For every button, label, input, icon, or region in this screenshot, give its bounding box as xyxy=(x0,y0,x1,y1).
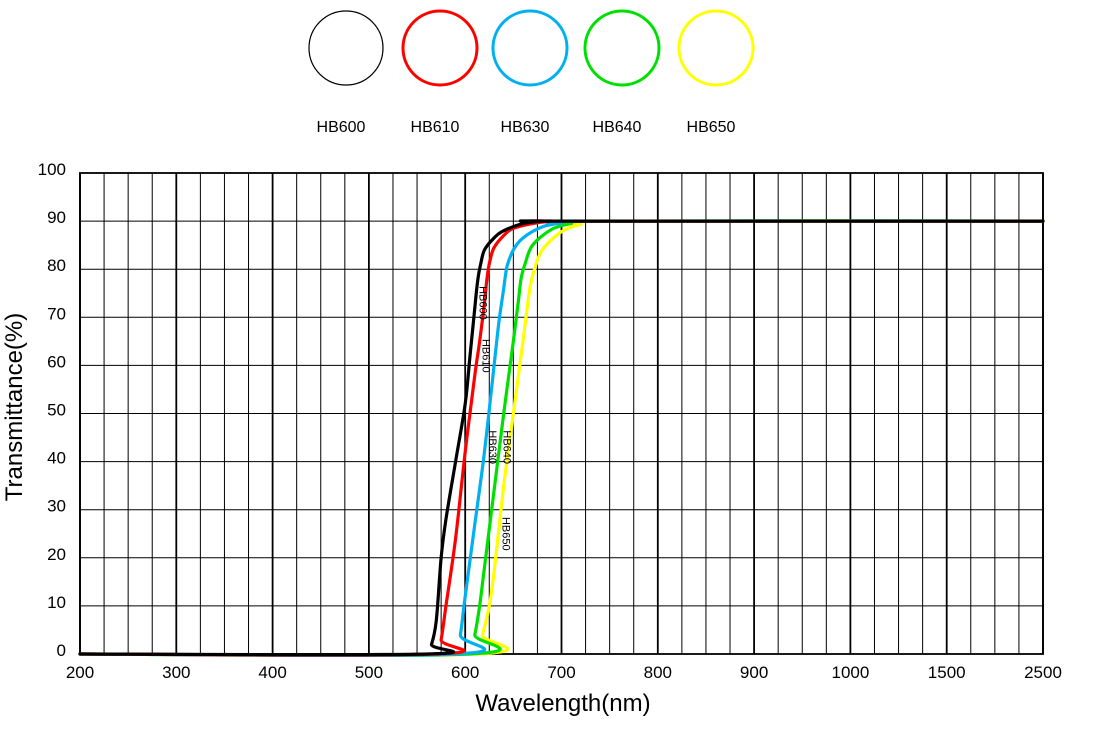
legend-label: HB610 xyxy=(411,119,460,136)
legend-item-hb630: HB630 xyxy=(491,9,569,136)
x-tick-label: 500 xyxy=(355,663,383,682)
legend-label: HB650 xyxy=(687,119,736,136)
y-tick-label: 100 xyxy=(38,160,66,179)
y-tick-label: 10 xyxy=(47,593,66,612)
series-curves xyxy=(78,219,1045,658)
x-axis-label: Wavelength(nm) xyxy=(475,690,650,717)
y-tick-label: 60 xyxy=(47,352,66,371)
legend-swatch-circle xyxy=(677,9,755,87)
curve-labels: HB600 HB610 HB630 HB640 HB650 xyxy=(476,286,512,551)
curve-label-hb630: HB630 xyxy=(486,430,498,464)
legend-swatch-circle xyxy=(583,9,661,87)
y-axis-label: Transmittance(%) xyxy=(1,313,28,501)
y-axis-ticks: 0 10 20 30 40 50 60 70 80 90 100 xyxy=(38,160,66,660)
legend-item-hb600: HB600 xyxy=(308,10,384,136)
x-tick-label: 300 xyxy=(162,663,190,682)
legend-item-hb640: HB640 xyxy=(583,9,661,136)
x-axis-ticks: 200 300 400 500 600 700 800 900 1000 1500 2500 xyxy=(66,663,1062,682)
legend-swatch-circle xyxy=(401,9,479,87)
x-tick-label: 200 xyxy=(66,663,94,682)
legend-swatch-circle xyxy=(308,10,384,86)
curve-label-hb600: HB600 xyxy=(476,286,488,320)
plot-frame xyxy=(79,172,1044,655)
legend-label: HB630 xyxy=(501,119,550,136)
legend: HB600 HB610 HB630 HB640 HB650 xyxy=(308,9,755,136)
y-tick-label: 0 xyxy=(57,641,66,660)
y-tick-label: 20 xyxy=(47,545,66,564)
curve-label-hb610: HB610 xyxy=(480,339,492,373)
y-tick-label: 30 xyxy=(47,497,66,516)
curve-label-hb650: HB650 xyxy=(499,517,511,551)
y-tick-label: 70 xyxy=(47,304,66,323)
x-tick-label: 1000 xyxy=(831,663,869,682)
legend-item-hb610: HB610 xyxy=(401,9,479,136)
y-tick-label: 90 xyxy=(47,208,66,227)
x-tick-label: 700 xyxy=(547,663,575,682)
y-tick-label: 80 xyxy=(47,256,66,275)
legend-item-hb650: HB650 xyxy=(677,9,755,136)
legend-label: HB640 xyxy=(593,119,642,136)
legend-label: HB600 xyxy=(317,119,366,136)
x-tick-label: 900 xyxy=(740,663,768,682)
y-tick-label: 40 xyxy=(47,449,66,468)
y-tick-label: 50 xyxy=(47,401,66,420)
series-curve-hb600 xyxy=(78,219,1045,657)
x-tick-label: 800 xyxy=(644,663,672,682)
legend-swatch-circle xyxy=(491,9,569,87)
plot-grid xyxy=(79,172,1044,655)
x-tick-label: 600 xyxy=(451,663,479,682)
curve-label-hb640: HB640 xyxy=(501,430,513,464)
x-tick-label: 1500 xyxy=(928,663,966,682)
x-tick-label: 400 xyxy=(258,663,286,682)
x-tick-label: 2500 xyxy=(1024,663,1062,682)
